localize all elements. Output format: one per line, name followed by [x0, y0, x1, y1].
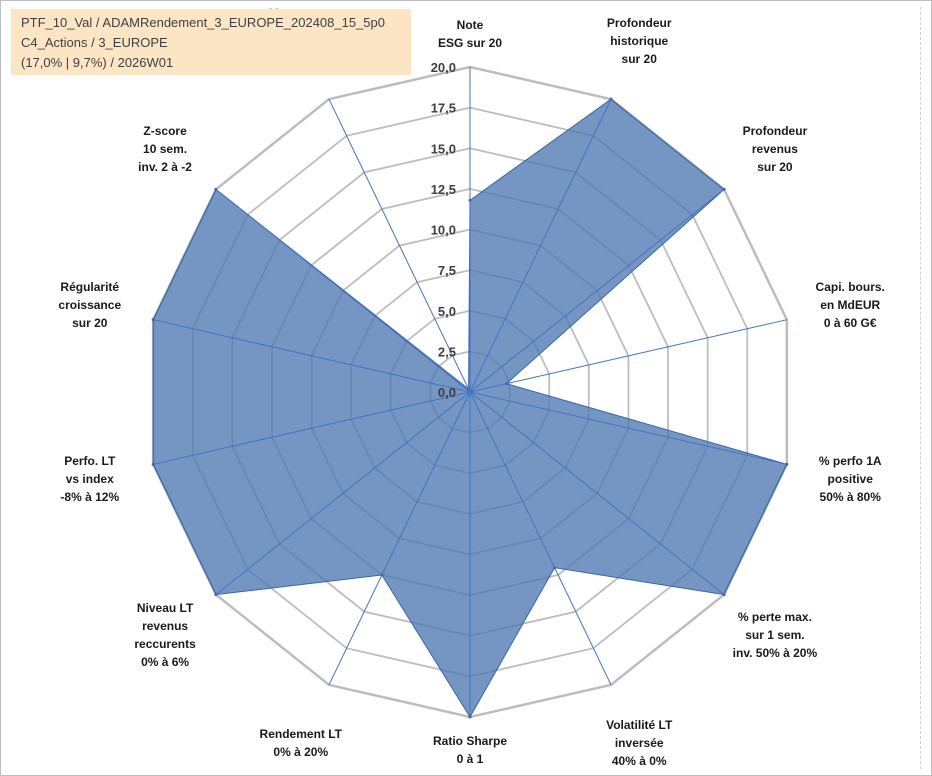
axis-label: Profondeur historique sur 20	[607, 14, 672, 68]
info-line-1: PTF_10_Val / ADAMRendement_3_EUROPE_2024…	[21, 15, 385, 30]
axis-spoke	[469, 391, 787, 465]
axis-spoke	[469, 319, 787, 393]
axis-label: Niveau LT revenus reccurents 0% à 6%	[134, 599, 195, 671]
axis-label-line: -8% à 12%	[60, 489, 120, 504]
tick-label: 7,5	[438, 263, 456, 278]
axis-label-line: 40% à 0%	[611, 754, 667, 769]
tick-label: 10,0	[431, 223, 456, 238]
axis-label: Rendement LT 0% à 20%	[260, 725, 342, 761]
info-line-3: (17,0% | 9,7%) / 2026W01	[21, 55, 174, 70]
axis-label-line: 0 à 1	[456, 752, 484, 766]
axis-label-line: Régularité	[60, 280, 120, 295]
axis-label-line: sur 20	[757, 159, 793, 174]
axis-label-line: Profondeur	[742, 123, 808, 138]
axis-label: % perfo 1A positive 50% à 80%	[819, 452, 882, 506]
frame-edge	[920, 7, 925, 769]
axis-label: Perfo. LT vs index -8% à 12%	[60, 452, 119, 506]
axis-label-line: Volatilité LT	[606, 718, 673, 733]
axis-label-line: 0% à 6%	[141, 655, 190, 670]
axis-label-line: 0 à 60 G€	[823, 316, 877, 331]
axis-label-line: inv. 50% à 20%	[732, 646, 818, 661]
axis-label-line: reccurents	[134, 637, 196, 652]
tick-label: 12,5	[431, 182, 456, 197]
axis-label-line: Ratio Sharpe	[432, 734, 508, 748]
axis-label-line: sur 20	[72, 316, 108, 331]
tick-label: 0,0	[438, 385, 456, 400]
axis-label-line: 50% à 80%	[819, 489, 881, 504]
axis-spoke	[469, 98, 612, 393]
axis-label-line: croissance	[58, 298, 122, 313]
portfolio-info-box: PTF_10_Val / ADAMRendement_3_EUROPE_2024…	[11, 9, 411, 75]
axis-label-line: % perfo 1A	[818, 453, 882, 468]
axis-spoke	[328, 391, 471, 686]
axis-label: Z-score 10 sem. inv. 2 à -2	[138, 122, 192, 176]
tick-label: 20,0	[431, 60, 456, 75]
axis-spoke	[215, 188, 471, 393]
axis-label-line: revenus	[142, 619, 189, 634]
axis-label-line: sur 20	[621, 51, 657, 66]
axis-label-line: Profondeur	[606, 15, 672, 30]
axis-label: Capi. bours. en MdEUR 0 à 60 G€	[816, 278, 885, 332]
axis-spoke	[153, 319, 471, 393]
axis-label-line: ESG sur 20	[437, 36, 503, 50]
axis-label: Profondeur revenus sur 20	[743, 122, 808, 176]
axis-label-line: revenus	[751, 141, 798, 156]
axis-label: Volatilité LT inversée 40% à 0%	[606, 716, 672, 770]
tick-label: 15,0	[431, 141, 456, 156]
axis-label: Note ESG sur 20	[438, 16, 502, 52]
axis-label-line: Niveau LT	[136, 601, 194, 616]
info-line-2: C4_Actions / 3_EUROPE	[21, 35, 168, 50]
tick-label: 5,0	[438, 304, 456, 319]
axis-label-line: Capi. bours.	[815, 280, 885, 295]
axis-spoke	[215, 391, 471, 596]
axis-label-line: positive	[827, 471, 873, 486]
axis-label-line: vs index	[65, 471, 114, 486]
axis-label-line: 10 sem.	[143, 141, 188, 156]
tick-label: 17,5	[431, 101, 456, 116]
axis-label-line: Z-score	[143, 123, 187, 138]
axis-spoke	[469, 391, 725, 596]
axis-label-line: Perfo. LT	[64, 453, 116, 468]
tick-label: 2,5	[438, 344, 456, 359]
axis-label-line: historique	[610, 33, 669, 48]
axis-label-line: 0% à 20%	[273, 745, 329, 760]
axis-label-line: % perte max.	[737, 610, 812, 625]
axis-label: % perte max. sur 1 sem. inv. 50% à 20%	[733, 608, 818, 662]
axis-label-line: en MdEUR	[820, 298, 881, 313]
axis-label: Régularité croissance sur 20	[58, 278, 121, 332]
axis-spoke	[153, 391, 471, 465]
axis-label: Ratio Sharpe 0 à 1	[433, 732, 507, 768]
axis-spoke	[328, 98, 471, 393]
axis-label-line: inv. 2 à -2	[138, 159, 192, 174]
axis-label-line: Rendement LT	[259, 727, 343, 742]
axis-spoke	[469, 188, 725, 393]
axis-label-line: sur 1 sem.	[745, 628, 805, 643]
axis-label-line: inversée	[614, 736, 664, 751]
axis-label-line: Note	[456, 18, 484, 32]
axis-spoke	[469, 391, 612, 686]
